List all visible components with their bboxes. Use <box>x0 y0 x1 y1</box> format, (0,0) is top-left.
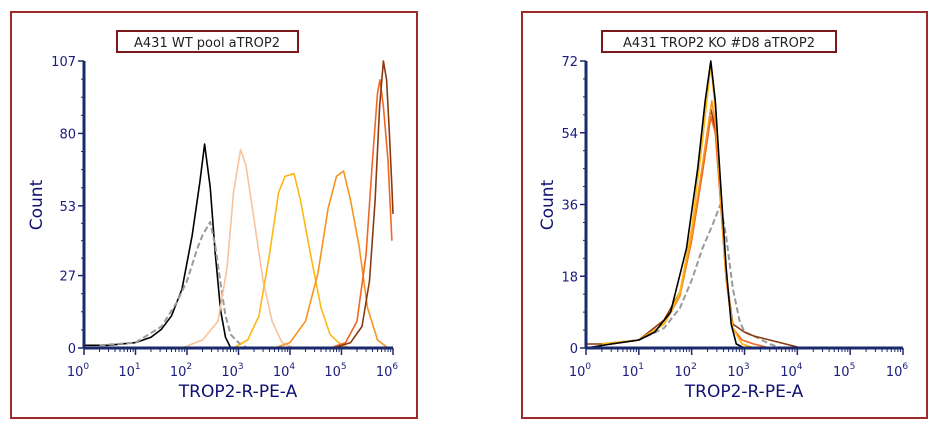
x-tick-label: 103 <box>727 362 749 380</box>
x-tick-label: 100 <box>569 362 592 380</box>
x-axis-title: TROP2-R-PE-A <box>684 382 804 402</box>
x-tick-label: 104 <box>273 362 296 380</box>
x-tick-label: 105 <box>324 362 346 380</box>
x-tick-label: 101 <box>118 362 140 380</box>
x-tick-label: 100 <box>67 362 90 380</box>
panel-title: A431 WT pool aTROP2 <box>134 36 280 51</box>
series-line-0 <box>84 143 239 349</box>
panel-trop2-ko: A431 TROP2 KO #D8 aTROP2 TROP2-R-PE-A Co… <box>521 11 928 419</box>
x-tick-label: 101 <box>622 362 644 380</box>
panel-wt-pool: A431 WT pool aTROP2 TROP2-R-PE-A Count 1… <box>10 11 418 419</box>
x-tick-label: 103 <box>221 362 243 380</box>
series-line-6 <box>333 60 394 349</box>
x-tick-label: 104 <box>780 362 803 380</box>
y-axis-title: Count <box>27 179 47 230</box>
x-tick-label: 106 <box>886 362 909 380</box>
y-tick-label: 80 <box>59 127 76 142</box>
plot-area: 100 101 102 103 104 105 106 0 18 36 54 72 <box>561 55 908 380</box>
y-tick-label: 72 <box>561 55 578 70</box>
x-tick-label: 102 <box>675 362 697 380</box>
y-tick-label: 36 <box>561 199 578 214</box>
series-line-2 <box>601 116 770 349</box>
series-line-5 <box>329 79 393 349</box>
y-tick-label: 0 <box>570 342 578 357</box>
series-line-1 <box>99 220 249 349</box>
y-axis-title: Count <box>538 179 558 230</box>
y-tick-label: 27 <box>59 270 76 285</box>
y-tick-label: 54 <box>561 127 578 142</box>
y-tick-label: 0 <box>68 342 76 357</box>
x-tick-label: 105 <box>833 362 855 380</box>
x-tick-label: 102 <box>170 362 192 380</box>
x-tick-label: 106 <box>376 362 399 380</box>
series-line-3 <box>233 172 351 349</box>
panel-frame <box>521 11 928 419</box>
y-tick-label: 53 <box>59 200 76 215</box>
y-tick-label: 18 <box>561 270 578 285</box>
series-line-4 <box>274 170 389 349</box>
y-tick-label: 107 <box>51 55 76 70</box>
series-line-2 <box>181 148 295 349</box>
plot-area: 100 101 102 103 104 105 106 0 27 53 80 107 <box>51 55 398 380</box>
x-axis-title: TROP2-R-PE-A <box>178 382 298 402</box>
series-line-5 <box>585 60 745 349</box>
panel-frame <box>10 11 418 419</box>
panel-title: A431 TROP2 KO #D8 aTROP2 <box>623 36 815 51</box>
panel-title-box <box>116 30 299 53</box>
panel-title-box <box>601 30 837 53</box>
